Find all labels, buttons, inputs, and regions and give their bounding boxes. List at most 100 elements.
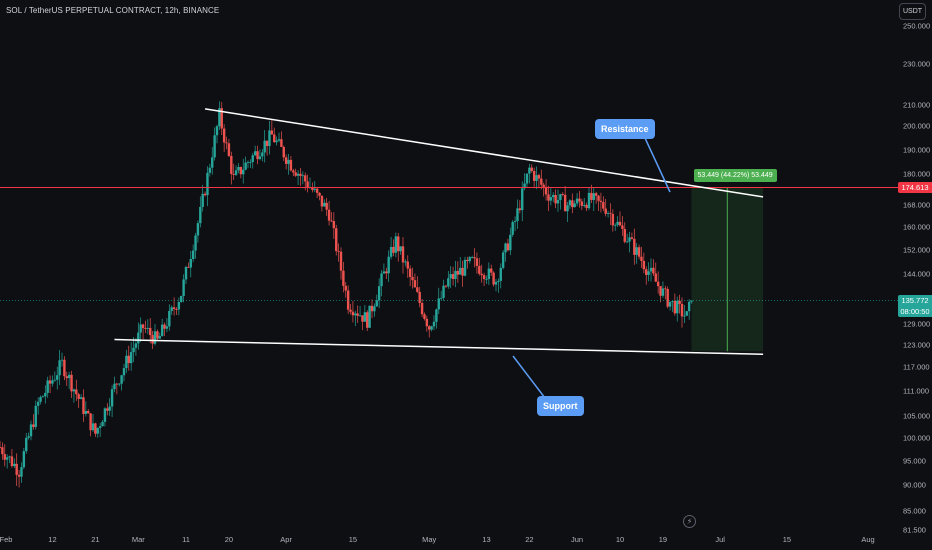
candle-body xyxy=(25,437,28,452)
candle-body xyxy=(91,423,95,431)
candle-body xyxy=(60,359,64,361)
candle-body xyxy=(103,408,107,422)
candle-body xyxy=(356,313,359,316)
candle-body xyxy=(432,321,436,327)
candle-body xyxy=(666,289,669,307)
candle-body xyxy=(242,169,245,175)
candle-body xyxy=(344,285,347,291)
candle-body xyxy=(175,309,178,310)
candle-body xyxy=(435,309,438,322)
candle-body xyxy=(671,300,674,302)
candle-body xyxy=(492,272,495,285)
candle-body xyxy=(411,276,414,281)
candle-body xyxy=(437,298,440,310)
candle-body xyxy=(532,170,536,181)
candle-body xyxy=(218,108,221,127)
candle-body xyxy=(349,309,352,312)
support-trendline xyxy=(114,338,764,355)
candle-body xyxy=(430,326,433,330)
candle-body xyxy=(160,324,164,337)
candle-body xyxy=(246,162,250,163)
candle-body xyxy=(213,135,216,158)
support-label[interactable]: Support xyxy=(537,396,584,416)
candle-body xyxy=(315,188,319,193)
price-tick: 123.000 xyxy=(903,340,931,350)
candle-body xyxy=(323,202,326,207)
candle-body xyxy=(363,312,367,322)
price-tick: 81.500 xyxy=(903,525,926,535)
candle-body xyxy=(261,152,264,157)
candle-body xyxy=(563,194,567,212)
candle-body xyxy=(5,457,9,460)
candle-body xyxy=(547,194,550,201)
candle-body xyxy=(673,300,677,314)
candle-body xyxy=(654,273,657,282)
candle-body xyxy=(94,423,97,434)
candle-body xyxy=(313,188,316,190)
candle-body xyxy=(444,285,448,287)
candle-body xyxy=(284,157,288,164)
candle-body xyxy=(89,413,92,431)
candle-body xyxy=(277,139,281,141)
candle-body xyxy=(368,305,371,328)
candle-body xyxy=(201,193,204,207)
candle-body xyxy=(163,324,166,329)
candle-body xyxy=(118,383,121,385)
candle-body xyxy=(325,202,328,210)
candle-body xyxy=(487,268,491,280)
candle-body xyxy=(146,327,150,329)
time-tick: 12 xyxy=(48,535,57,544)
candle-body xyxy=(253,151,257,156)
price-tick: 180.000 xyxy=(903,169,931,179)
candle-body xyxy=(335,228,338,252)
candle-body xyxy=(113,383,116,390)
candle-body xyxy=(518,208,522,211)
time-tick: Feb xyxy=(0,535,13,544)
currency-button[interactable]: USDT xyxy=(899,3,926,20)
candle-body xyxy=(406,261,409,269)
candle-body xyxy=(287,159,290,164)
candle-body xyxy=(65,376,68,379)
candle-body xyxy=(571,200,574,208)
candle-body xyxy=(454,270,457,280)
time-tick: 21 xyxy=(91,535,100,544)
candle-body xyxy=(451,274,455,280)
time-tick: 13 xyxy=(482,535,491,544)
candle-body xyxy=(366,312,369,328)
candle-body xyxy=(29,424,33,437)
candle-body xyxy=(170,307,173,311)
candle-body xyxy=(513,221,517,223)
price-tick: 152.000 xyxy=(903,245,931,255)
candle-body xyxy=(559,194,562,201)
candle-body xyxy=(137,332,140,344)
candle-body xyxy=(318,192,321,196)
candle-body xyxy=(676,300,679,314)
candle-body xyxy=(354,313,357,316)
candle-body xyxy=(72,389,76,392)
candle-body xyxy=(239,167,243,175)
time-tick: 15 xyxy=(348,535,358,544)
chart-title: SOL / TetherUS PERPETUAL CONTRACT, 12h, … xyxy=(6,6,220,15)
candle-body xyxy=(583,204,586,206)
measure-label[interactable]: 53.449 (44.22%) 53.449 xyxy=(693,169,777,183)
candle-body xyxy=(306,181,309,188)
candle-body xyxy=(256,151,259,160)
candle-body xyxy=(482,275,486,280)
resistance-label[interactable]: Resistance xyxy=(595,119,655,139)
candle-body xyxy=(375,300,378,307)
candle-body xyxy=(251,155,254,162)
candle-body xyxy=(206,172,209,196)
candle-body xyxy=(149,327,152,336)
candle-body xyxy=(552,195,555,198)
candle-body xyxy=(687,301,691,312)
candle-body xyxy=(642,260,646,270)
candle-body xyxy=(258,156,262,160)
price-tick: 117.000 xyxy=(903,362,930,372)
candle-body xyxy=(373,306,376,312)
candle-body xyxy=(377,286,381,301)
candle-body xyxy=(585,204,588,209)
candle-body xyxy=(34,405,37,427)
candle-body xyxy=(609,213,612,215)
candle-body xyxy=(110,389,114,407)
